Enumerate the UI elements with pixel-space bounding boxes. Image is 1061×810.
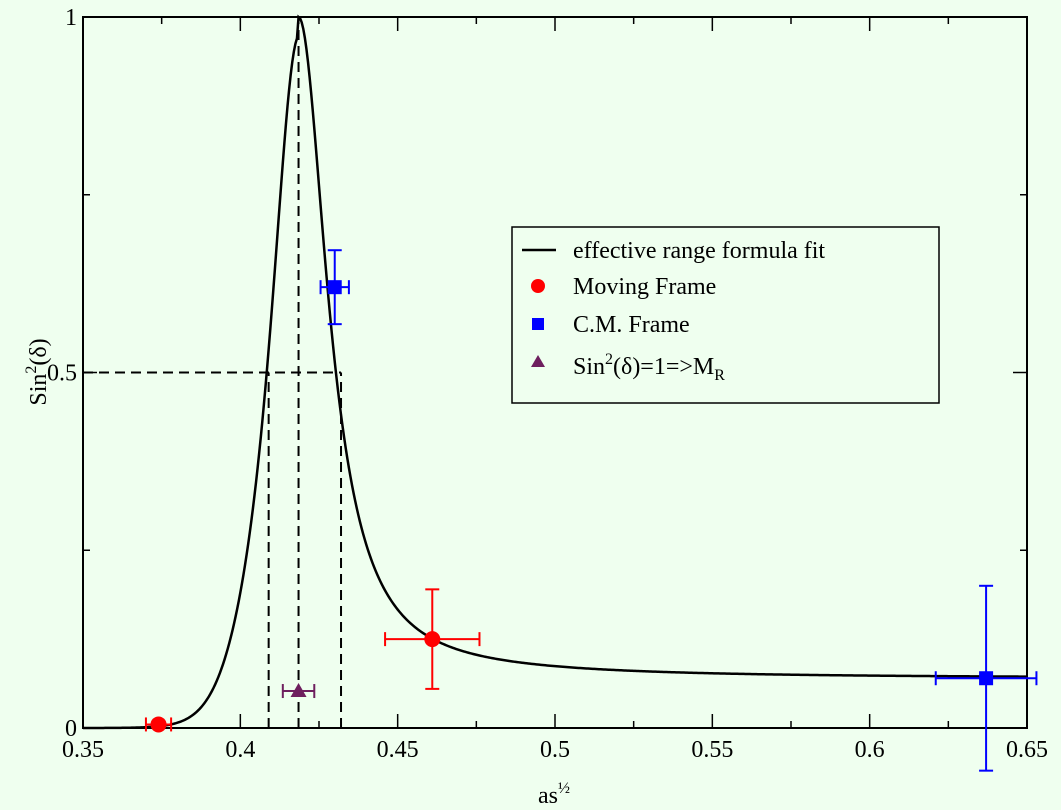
data-points [144, 249, 1038, 772]
legend-label-resonance: Sin2(δ)=1=>MR [573, 351, 725, 384]
x-tick-label-1: 0.4 [225, 737, 255, 763]
series-1-point-0 [319, 249, 350, 326]
x-tick-label-0: 0.35 [62, 737, 104, 763]
x-axis-title-main: as [538, 783, 558, 809]
legend: effective range formula fit Moving Frame… [511, 226, 940, 404]
series-0-point-0 [144, 716, 173, 733]
x-tick-label-2: 0.45 [377, 737, 419, 763]
series-0-point-0-marker [150, 716, 167, 733]
legend-label-resonance-a: Sin [573, 354, 605, 380]
y-axis-title-sup: 2 [23, 366, 40, 374]
legend-label-resonance-sub: R [714, 367, 725, 384]
guide-lines [83, 17, 343, 728]
legend-marker-moving-frame [531, 279, 545, 293]
legend-label-moving-frame: Moving Frame [573, 274, 716, 300]
x-tick-label-6: 0.65 [1006, 737, 1048, 763]
y-tick-label-0: 0 [65, 716, 77, 742]
legend-marker-resonance [531, 355, 545, 367]
x-tick-label-5: 0.6 [855, 737, 885, 763]
legend-marker-cm-frame [532, 318, 544, 330]
series-1-point-1 [934, 584, 1038, 772]
legend-box [511, 226, 940, 404]
x-tick-label-3: 0.5 [540, 737, 570, 763]
x-axis-title: as½ [538, 780, 570, 809]
series-0-point-1-marker [424, 631, 441, 648]
fit-curve-layer [83, 14, 1027, 730]
y-axis-title-rest: (δ) [26, 338, 52, 365]
x-axis-title-sup: ½ [558, 780, 570, 797]
legend-label-resonance-b: (δ)=1=>M [613, 354, 714, 380]
y-axis-title: Sin2(δ) [23, 338, 52, 405]
legend-label-cm-frame: C.M. Frame [573, 312, 690, 338]
series-0-point-1 [384, 588, 481, 690]
series-2-point-0 [281, 683, 316, 699]
y-axis-title-main: Sin [26, 374, 52, 406]
legend-label-resonance-sup: 2 [605, 351, 613, 368]
axis-ticks: 0.35 0.4 0.45 0.5 0.55 0.6 0.65 0 0.5 1 [47, 5, 1048, 763]
series-2-point-0-marker [290, 683, 307, 698]
y-tick-label-2: 1 [65, 5, 77, 31]
fit-curve [83, 14, 1027, 730]
series-1-point-1-marker [979, 671, 994, 686]
y-tick-label-1: 0.5 [47, 361, 77, 387]
legend-label-fit: effective range formula fit [573, 238, 825, 264]
x-tick-label-4: 0.55 [691, 737, 733, 763]
series-1-point-0-marker [327, 280, 342, 295]
